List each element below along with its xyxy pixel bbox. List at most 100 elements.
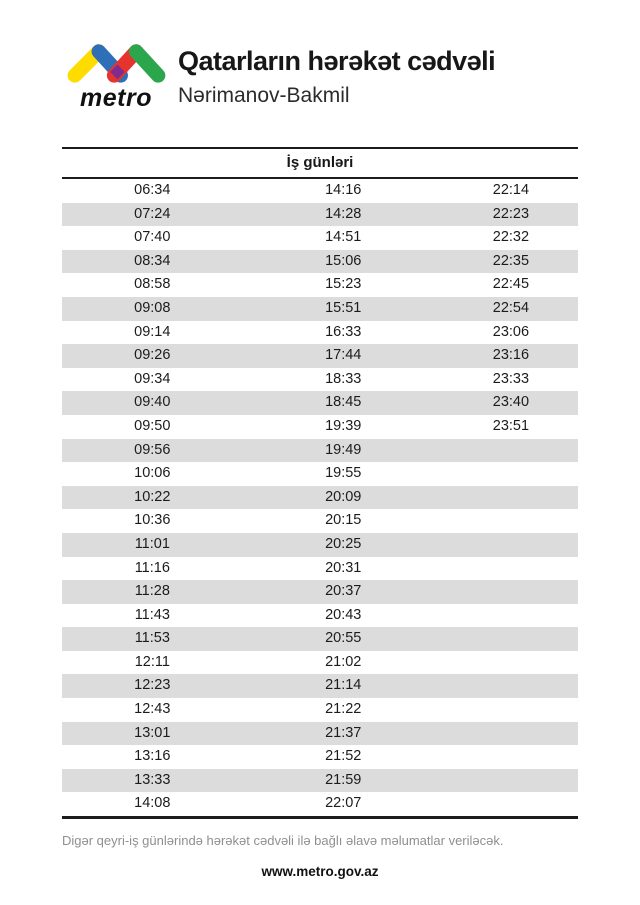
metro-m-icon xyxy=(67,44,166,83)
time-cell: 09:14 xyxy=(134,323,171,340)
time-cell: 23:33 xyxy=(492,370,530,387)
time-cell: 19:39 xyxy=(325,417,362,434)
time-cell: 21:02 xyxy=(325,653,362,670)
time-cell: 20:31 xyxy=(325,559,362,576)
page-title: Qatarların hərəkət cədvəli xyxy=(178,46,496,76)
time-cell: 11:53 xyxy=(134,630,170,647)
time-cell: 11:01 xyxy=(134,535,170,552)
time-cell xyxy=(444,674,578,698)
time-cell xyxy=(444,557,578,581)
table-row: 13:33 21:59 xyxy=(62,768,578,793)
time-cell xyxy=(444,722,578,746)
time-cell: 09:34 xyxy=(134,370,171,387)
time-cell: 17:44 xyxy=(325,347,362,364)
time-cell: 20:09 xyxy=(325,488,362,505)
time-cell xyxy=(444,769,578,793)
time-cell: 08:34 xyxy=(134,252,171,269)
time-cell: 07:24 xyxy=(134,205,171,222)
time-cell: 20:55 xyxy=(325,630,362,647)
timetable: İş günləri 06:34 14:16 22:14 07:24 14:28 22:2… xyxy=(62,147,578,820)
time-cell: 23:06 xyxy=(492,323,530,340)
table-row: 11:28 20:37 xyxy=(62,580,578,604)
time-cell: 22:32 xyxy=(492,229,530,246)
time-cell: 15:51 xyxy=(325,299,362,316)
time-cell xyxy=(444,698,578,722)
table-row: 09:08 15:51 22:54 xyxy=(62,296,578,321)
time-cell xyxy=(444,745,578,769)
table-row: 11:01 20:25 xyxy=(62,532,578,557)
time-cell: 11:16 xyxy=(134,559,170,576)
time-cell xyxy=(444,509,578,533)
table-row: 06:34 14:16 22:14 xyxy=(62,179,578,203)
time-cell: 21:14 xyxy=(325,677,362,694)
time-cell: 11:28 xyxy=(134,583,170,600)
table-row: 09:40 18:45 23:40 xyxy=(62,391,578,415)
time-cell: 09:50 xyxy=(134,417,171,434)
time-cell xyxy=(444,792,578,816)
time-cell: 20:25 xyxy=(325,535,362,552)
time-cell: 09:08 xyxy=(134,299,171,316)
time-cell: 22:14 xyxy=(492,182,530,198)
footer-note: Digər qeyri-iş günlərində hərəkət cədvəl… xyxy=(62,833,504,848)
time-cell: 23:51 xyxy=(492,417,530,434)
time-cell: 20:43 xyxy=(325,606,362,623)
time-cell: 12:43 xyxy=(134,701,171,718)
time-cell: 16:33 xyxy=(325,323,362,340)
time-cell: 21:59 xyxy=(325,771,362,788)
time-cell xyxy=(444,627,578,651)
time-cell xyxy=(444,651,578,675)
table-row: 08:34 15:06 22:35 xyxy=(62,249,578,274)
table-row: 12:23 21:14 xyxy=(62,674,578,699)
time-cell: 13:33 xyxy=(134,771,171,788)
table-row: 11:16 20:31 xyxy=(62,557,578,581)
time-cell: 15:23 xyxy=(325,276,362,293)
table-row: 07:24 14:28 22:23 xyxy=(62,202,578,227)
table-row: 10:22 20:09 xyxy=(62,485,578,510)
table-body: 06:34 14:16 22:14 07:24 14:28 22:23 07:40 14:51… xyxy=(62,179,578,820)
time-cell: 10:36 xyxy=(134,512,171,529)
time-cell: 14:08 xyxy=(134,795,171,812)
time-cell: 09:56 xyxy=(134,441,171,458)
time-cell: 22:45 xyxy=(492,276,530,293)
time-cell: 10:22 xyxy=(134,488,171,505)
website-url: www.metro.gov.az xyxy=(261,864,379,879)
time-cell: 23:40 xyxy=(492,394,530,411)
time-cell: 14:51 xyxy=(325,229,362,246)
table-row: 12:43 21:22 xyxy=(62,698,578,722)
time-cell: 18:45 xyxy=(325,394,362,411)
table-row: 09:26 17:44 23:16 xyxy=(62,344,578,368)
table-row: 09:50 19:39 23:51 xyxy=(62,415,578,439)
table-row: 09:56 19:49 xyxy=(62,438,578,463)
time-cell: 19:55 xyxy=(325,465,362,482)
time-cell: 10:06 xyxy=(134,465,171,482)
table-row: 10:06 19:55 xyxy=(62,462,578,486)
table-row: 13:16 21:52 xyxy=(62,745,578,769)
metro-logo: metro xyxy=(58,40,174,113)
time-cell xyxy=(444,462,578,486)
time-cell: 13:01 xyxy=(134,724,171,741)
time-cell: 19:49 xyxy=(325,441,362,458)
time-cell: 09:40 xyxy=(134,394,171,411)
route-subtitle: Nərimanov-Bakmil xyxy=(178,84,350,107)
header-titles: Qatarların hərəkət cədvəli Nərimanov-Bak… xyxy=(178,46,496,108)
table-row: 09:14 16:33 23:06 xyxy=(62,321,578,345)
table-row: 07:40 14:51 22:32 xyxy=(62,226,578,250)
time-cell: 20:15 xyxy=(325,512,362,529)
time-cell: 18:33 xyxy=(325,370,362,387)
table-row: 10:36 20:15 xyxy=(62,509,578,533)
time-cell xyxy=(444,580,578,604)
time-cell: 20:37 xyxy=(325,583,362,600)
time-cell: 12:23 xyxy=(134,677,171,694)
time-cell xyxy=(444,604,578,628)
time-cell: 22:07 xyxy=(325,795,362,812)
time-cell: 22:54 xyxy=(492,299,530,316)
time-cell: 14:28 xyxy=(325,205,362,222)
metro-wordmark: metro xyxy=(80,84,152,112)
time-cell: 21:52 xyxy=(325,748,362,765)
time-cell: 07:40 xyxy=(134,229,171,246)
time-cell: 12:11 xyxy=(134,653,170,670)
time-cell: 22:23 xyxy=(492,205,530,222)
table-row: 09:34 18:33 23:33 xyxy=(62,368,578,392)
time-cell xyxy=(444,533,578,557)
